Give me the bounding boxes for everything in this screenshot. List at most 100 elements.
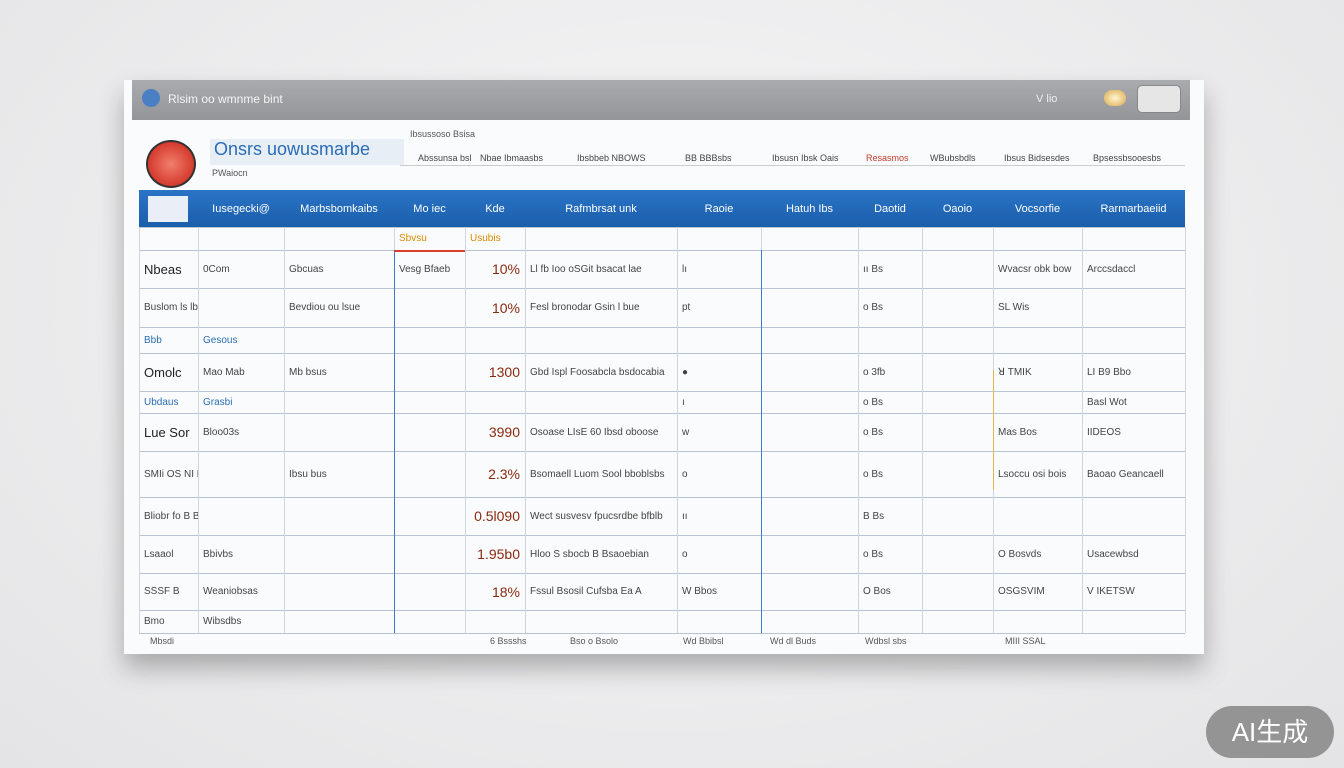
footer-text: MIII SSAL: [1005, 636, 1046, 646]
caption: Ibsussoso Bsisa: [410, 129, 476, 139]
table-cell: Basl Wot: [1087, 396, 1127, 408]
tab: WBubsbdls: [930, 153, 976, 163]
table-cell: Bevdiou ou lsue: [289, 302, 361, 313]
table-cell: 3990: [488, 424, 520, 440]
table-cell: Wibsdbs: [203, 616, 242, 627]
column-header: Daotid: [874, 202, 906, 215]
table-cell: Bmo: [144, 616, 165, 627]
table-cell: Fssul Bsosil Cufsba Ea A: [530, 586, 642, 597]
table-cell: Wvacsr obk bow: [998, 263, 1072, 275]
table-cell: lı: [682, 263, 687, 275]
table-cell: Bbb: [144, 334, 162, 346]
column-header: Raoie: [704, 202, 734, 215]
row-line: [139, 288, 1185, 289]
table-cell: Omolc: [144, 364, 182, 380]
col-line: [139, 227, 140, 633]
footer-text: Wd dl Buds: [770, 636, 817, 646]
table-cell: Gbd Ispl Foosabcla bsdocabia: [530, 366, 665, 378]
table-cell: SMIi OS NI NI IS: [144, 468, 198, 480]
tab-line: [400, 165, 1185, 166]
tab: Ibsus Bidsesdes: [1004, 153, 1070, 163]
column-header: Mo iec: [413, 202, 446, 215]
col-line: [761, 250, 762, 633]
column-header: Kde: [485, 202, 505, 215]
table-cell: Lsaaol: [144, 548, 174, 560]
table-cell: Grasbi: [203, 396, 233, 408]
table-cell: 1.95b0: [477, 546, 520, 562]
column-header: Rarmarbaeiid: [1100, 202, 1167, 215]
watermark: AI生成: [1206, 706, 1334, 758]
table-cell: Ibsu bus: [289, 468, 327, 480]
table-cell: ●: [682, 366, 689, 378]
row-line: [139, 497, 1185, 498]
table-cell: 1300: [488, 364, 520, 380]
table-cell: Ubdaus: [144, 396, 179, 408]
column-header: Iusegecki@: [212, 202, 270, 215]
row-line: [139, 573, 1185, 574]
app-icon: [142, 89, 160, 107]
table-cell: Usubis: [470, 233, 501, 244]
header-row: [139, 190, 1185, 227]
table-cell: Buslom ls lb bbid Gau: [144, 302, 198, 313]
col-line: [677, 227, 678, 633]
tab: Bpsessbsooesbs: [1093, 153, 1162, 163]
table-cell: 2.3%: [488, 466, 520, 482]
table-cell: o: [682, 548, 688, 560]
tab: Abssunsa bsl: [418, 153, 472, 163]
table-cell: 10%: [491, 299, 520, 316]
window: [124, 80, 1204, 654]
footer-text: Wdbsl sbs: [865, 636, 907, 646]
column-header: Hatuh Ibs: [785, 202, 834, 215]
table-cell: Mas Bos: [998, 426, 1037, 438]
table-cell: 0.5l090: [474, 508, 520, 524]
table-cell: LI B9 Bbo: [1087, 366, 1131, 378]
table-cell: B Bs: [863, 510, 885, 522]
col-line: [922, 227, 923, 633]
col-line: [1082, 227, 1083, 633]
tab: Ibsusn Ibsk Oais: [772, 153, 839, 163]
table-cell: Usacewbsd: [1087, 548, 1139, 560]
table-cell: Lue Sor: [144, 424, 190, 440]
table-cell: Gbcuas: [289, 263, 324, 275]
column-header: Vocsorfie: [1014, 202, 1061, 215]
row-line: [139, 451, 1185, 452]
table-cell: o Bs: [863, 396, 884, 408]
row-line: [139, 353, 1185, 354]
row-line: [139, 391, 1185, 392]
col-line: [525, 227, 526, 633]
col-line: [198, 227, 199, 633]
col-line: [1185, 227, 1186, 633]
menu-button[interactable]: [1137, 85, 1181, 113]
table-cell: ıı: [682, 510, 688, 522]
table-cell: OSGSVIM: [998, 586, 1045, 597]
row-line: [139, 610, 1185, 611]
tab: Ibsbbeb NBOWS: [577, 153, 646, 163]
table-cell: Hloo S sbocb B Bsaoebian: [530, 548, 649, 560]
col-line: [993, 370, 994, 490]
row-line: [139, 327, 1185, 328]
row-line: [139, 633, 1185, 634]
row-line: [139, 413, 1185, 414]
footer-text: Mbsdi: [150, 636, 175, 646]
table-cell: SSSF B: [144, 586, 180, 597]
toggle[interactable]: [1104, 90, 1126, 106]
table-cell: Fesl bronodar Gsin l bue: [530, 302, 640, 313]
table-cell: Mao Mab: [203, 366, 245, 378]
sheet-title: Onsrs uowusmarbe: [210, 139, 404, 165]
table-cell: Bliobr fo B Buor: [144, 510, 198, 522]
footer-text: Bso o Bsolo: [570, 636, 619, 646]
table-cell: pt: [682, 302, 691, 313]
table-cell: Gesous: [203, 334, 238, 346]
table-cell: ı: [682, 396, 685, 408]
table-cell: Bloo03s: [203, 426, 240, 438]
window-title: Rlsim oo wmnme bint: [168, 92, 283, 106]
table-cell: 18%: [491, 583, 520, 600]
table-cell: Nbeas: [144, 261, 182, 277]
row-line: [394, 250, 465, 252]
table-cell: o Bs: [863, 468, 884, 480]
table-cell: Lsoccu osi bois: [998, 468, 1067, 480]
table-cell: Sbvsu: [399, 233, 427, 244]
col-line: [858, 227, 859, 633]
table-cell: o 3fb: [863, 366, 886, 378]
